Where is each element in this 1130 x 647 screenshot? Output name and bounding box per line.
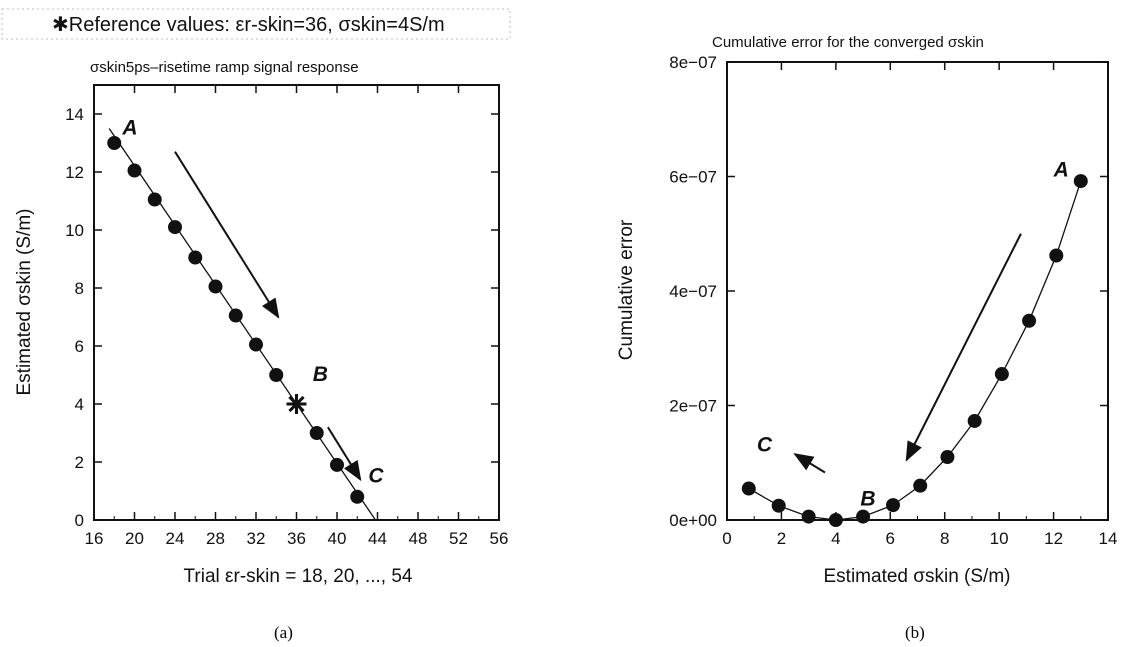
data-point	[828, 513, 843, 527]
y-tick-label: 0	[75, 511, 84, 530]
x-tick-label: 10	[990, 529, 1009, 548]
x-tick-label: 28	[206, 529, 225, 548]
x-tick-label: 20	[125, 529, 144, 548]
y-tick-label: 4	[75, 395, 84, 414]
x-tick-label: 24	[166, 529, 185, 548]
y-tick-label: 8e−07	[669, 53, 717, 72]
legend-box	[1, 8, 511, 40]
caption-b: (b)	[905, 623, 925, 642]
y-tick-label: 2	[75, 453, 84, 472]
plot-frame-a	[93, 84, 500, 521]
annotation-label: C	[368, 464, 384, 487]
x-tick-label: 8	[940, 529, 949, 548]
x-tick-label: 16	[85, 529, 104, 548]
y-tick-label: 14	[65, 105, 84, 124]
panel-a: ✱Reference values: εr-skin=36, σskin=4S/…	[1, 8, 511, 642]
data-point	[741, 481, 756, 496]
annotation-label: B	[313, 363, 328, 386]
chart-title-b: Cumulative error for the converged σskin	[712, 34, 984, 51]
legend-text: ✱Reference values: εr-skin=36, σskin=4S/…	[52, 14, 445, 36]
reference-point-star	[286, 394, 307, 414]
annotation-label: A	[1053, 159, 1069, 182]
annotation-arrow	[174, 151, 280, 319]
data-marks-a: A B C	[107, 116, 384, 521]
annotation-arrow	[905, 233, 1022, 462]
data-point	[886, 498, 901, 513]
data-point	[856, 509, 871, 524]
data-point	[350, 489, 365, 504]
annotation-label: A	[121, 116, 137, 139]
data-point	[309, 426, 324, 440]
data-point	[967, 413, 982, 428]
data-point	[228, 308, 243, 323]
x-tick-label: 48	[409, 529, 428, 548]
x-tick-label: 56	[490, 529, 509, 548]
x-tick-label: 4	[831, 529, 840, 548]
chart-title-a: σskin5ps–risetime ramp signal response	[90, 59, 359, 76]
x-tick-label: 6	[886, 529, 895, 548]
series-line	[748, 180, 1082, 521]
data-point	[913, 478, 928, 493]
data-point	[168, 220, 182, 235]
data-point	[107, 136, 122, 150]
annotation-label: B	[860, 488, 875, 511]
tick-marks-b	[726, 61, 1109, 521]
tick-marks-a	[93, 85, 500, 521]
x-axis-title-b: Estimated σskin (S/m)	[824, 566, 1011, 587]
x-tick-label: 52	[449, 529, 468, 548]
x-tick-label: 14	[1099, 529, 1118, 548]
data-marks-b: A B C	[741, 159, 1088, 527]
x-axis-title-a: Trial εr-skin = 18, 20, ..., 54	[184, 566, 413, 587]
data-point	[1073, 174, 1088, 189]
y-tick-label: 6e−07	[669, 168, 717, 187]
data-point	[940, 450, 955, 465]
y-axis-title-b: Cumulative error	[616, 219, 637, 360]
caption-a: (a)	[274, 623, 293, 642]
y-tick-label: 6	[75, 337, 84, 356]
y-tick-label: 12	[65, 163, 84, 182]
y-tick-labels-b: 0e+00 2e−07 4e−07 6e−07 8e−07	[669, 53, 717, 530]
data-point	[994, 367, 1009, 382]
y-tick-label: 8	[75, 279, 84, 298]
x-tick-labels-b: 0 2 4 6 8 10 12 14	[722, 529, 1117, 548]
x-tick-label: 44	[368, 529, 387, 548]
y-tick-labels-a: 0 2 4 6 8 10 12 14	[65, 105, 84, 530]
panel-b: Cumulative error for the converged σskin…	[616, 34, 1117, 642]
x-tick-label: 32	[247, 529, 266, 548]
data-point	[1022, 313, 1037, 328]
annotation-label: C	[757, 433, 773, 456]
data-point	[330, 457, 344, 472]
x-tick-label: 40	[328, 529, 347, 548]
data-point	[208, 279, 223, 294]
x-tick-label: 12	[1044, 529, 1063, 548]
data-point	[249, 337, 263, 352]
y-tick-label: 2e−07	[669, 397, 717, 416]
plot-frame-b	[726, 61, 1109, 521]
data-point	[147, 192, 162, 207]
y-tick-label: 0e+00	[669, 511, 717, 530]
x-tick-label: 36	[287, 529, 306, 548]
data-point	[1049, 248, 1064, 263]
data-point	[127, 163, 142, 178]
x-tick-labels-a: 16 20 24 28 32 36 40 44 48 52 56	[85, 529, 509, 548]
annotation-arrow	[327, 426, 362, 482]
x-tick-label: 0	[722, 529, 731, 548]
y-axis-title-a: Estimated σskin (S/m)	[14, 209, 35, 396]
annotation-arrow	[793, 453, 826, 474]
x-tick-label: 2	[777, 529, 786, 548]
data-point	[801, 509, 816, 524]
data-point	[269, 368, 284, 382]
data-point	[188, 250, 203, 265]
y-tick-label: 10	[65, 221, 84, 240]
data-point	[771, 498, 786, 513]
y-tick-label: 4e−07	[669, 282, 717, 301]
